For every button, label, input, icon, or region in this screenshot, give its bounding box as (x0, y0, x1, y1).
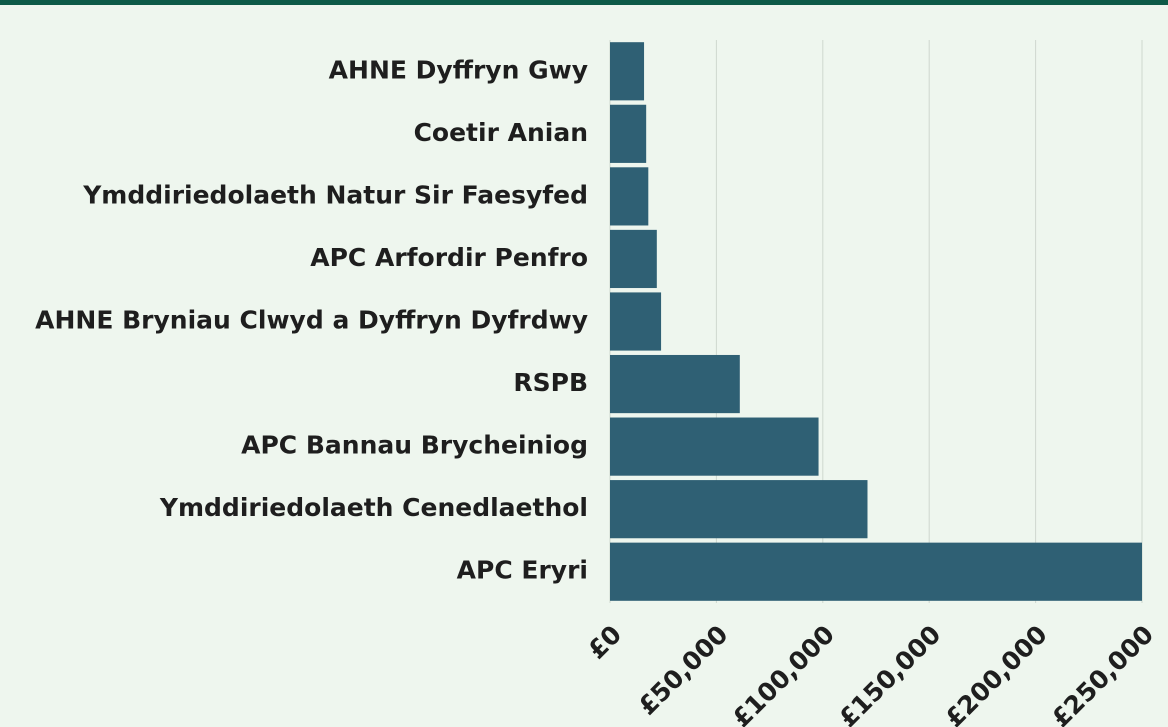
x-tick-label: £150,000 (833, 620, 946, 727)
bar (610, 480, 868, 539)
bar (610, 542, 1142, 601)
y-tick-label: APC Arfordir Penfro (310, 243, 588, 272)
bar (610, 167, 649, 226)
y-tick-label: AHNE Bryniau Clwyd a Dyffryn Dyfrdwy (35, 306, 588, 335)
x-tick-label: £100,000 (727, 620, 840, 727)
x-tick-label: £250,000 (1046, 620, 1159, 727)
bar (610, 229, 657, 289)
bar (610, 417, 819, 476)
bar (610, 42, 645, 101)
top-band (0, 0, 1168, 5)
x-tick-label: £50,000 (633, 620, 734, 721)
y-tick-label: Ymddiriedolaeth Cenedlaethol (159, 493, 588, 522)
y-tick-label: AHNE Dyffryn Gwy (329, 55, 588, 84)
bar (610, 354, 740, 414)
x-tick-label: £0 (582, 620, 627, 665)
bar (610, 104, 647, 163)
y-tick-label: APC Eryri (457, 556, 588, 585)
y-tick-label: Ymddiriedolaeth Natur Sir Faesyfed (82, 180, 588, 209)
y-tick-label: Coetir Anian (414, 118, 588, 147)
y-tick-label: RSPB (513, 368, 588, 397)
bar (610, 292, 662, 351)
x-tick-label: £200,000 (939, 620, 1052, 727)
y-tick-label: APC Bannau Brycheiniog (241, 431, 588, 460)
